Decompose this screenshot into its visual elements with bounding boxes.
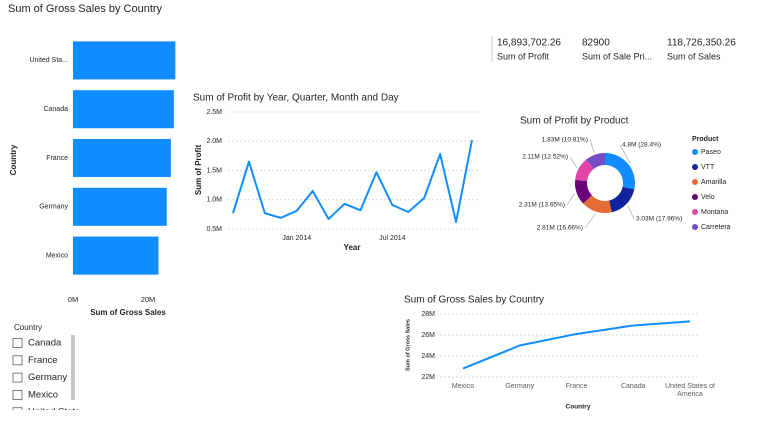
legend-label: VTT [701, 164, 715, 171]
card-value: 82900 [582, 38, 610, 49]
chart-title: Sum of Gross Sales by Country [8, 3, 163, 15]
y-tick-label: 2.5M [206, 109, 222, 116]
donut-slice [575, 179, 592, 204]
bar [73, 41, 176, 80]
scrollbar[interactable] [71, 335, 75, 400]
slicer-title: Country [14, 323, 42, 332]
card-value: 16,893,702.26 [497, 38, 561, 49]
y-axis-title: Country [9, 144, 18, 175]
x-tick-label: 0M [68, 295, 78, 304]
donut-slice [586, 153, 605, 170]
checkbox[interactable] [12, 355, 23, 366]
donut-slice [583, 195, 612, 213]
y-tick-label: 1.5M [206, 167, 222, 174]
data-label: 1.83M (10.81%) [542, 137, 588, 144]
leader-line [569, 156, 578, 168]
data-label: 3.03M (17.96%) [636, 216, 682, 223]
y-tick-label: 0.5M [206, 226, 222, 233]
leader-line [589, 139, 595, 153]
x-tick-label-box: United States of America [665, 383, 715, 398]
x-tick-label: Canada [620, 383, 646, 390]
x-tick-label-box: France [565, 383, 588, 390]
leader-line [619, 144, 631, 164]
chart-title: Sum of Profit by Year, Quarter, Month an… [193, 93, 399, 104]
y-axis-title: Sum of Profit [194, 145, 203, 196]
legend-title: Product [692, 136, 719, 143]
data-label: 2.11M (12.52%) [522, 154, 568, 161]
slicer-item[interactable]: Germany [28, 372, 67, 383]
y-tick-label: 2.0M [206, 138, 222, 145]
legend-label: Carretera [701, 224, 731, 231]
legend-swatch [692, 179, 698, 185]
y-tick-label: 24M [421, 353, 435, 360]
x-tick-label: United States of America [665, 383, 715, 398]
slicer-item[interactable]: Mexico [28, 389, 58, 400]
legend-swatch [692, 224, 698, 230]
legend-swatch [692, 164, 698, 170]
legend-label: Velo [701, 194, 715, 201]
slicer-item[interactable]: United States of America [28, 407, 133, 418]
y-tick-label: Mexico [46, 252, 68, 259]
chart-title: Sum of Gross Sales by Country [404, 295, 544, 306]
card-value: 118,726,350.26 [667, 38, 736, 49]
bar [73, 90, 174, 129]
leader-line [584, 213, 596, 229]
checkbox[interactable] [12, 372, 23, 383]
x-tick-label-box: Germany [505, 383, 535, 390]
donut-slice [605, 153, 635, 190]
y-tick-label: 22M [421, 374, 435, 381]
y-tick-label: 28M [421, 311, 435, 318]
data-label: 2.81M (16.66%) [537, 225, 583, 232]
checkbox[interactable] [12, 389, 23, 400]
x-axis-title: Country [566, 404, 591, 411]
y-tick-label: Canada [43, 106, 68, 113]
card-label: Sum of Profit [497, 51, 550, 61]
y-axis-title: Sum of Gross Sales [405, 319, 411, 371]
y-tick-label: 26M [421, 332, 435, 339]
x-tick-label: Germany [505, 383, 535, 390]
line [462, 320, 691, 370]
y-tick-label: France [46, 155, 68, 162]
card-label: Sum of Sale Pri... [582, 51, 652, 61]
x-tick-label: France [565, 383, 588, 390]
checkbox[interactable] [12, 338, 23, 348]
x-tick-label-box: Canada [620, 383, 646, 390]
donut-slice [575, 159, 594, 182]
legend-label: Paseo [701, 149, 721, 156]
slicer-item[interactable]: France [28, 355, 58, 366]
y-tick-label: United Sta... [29, 57, 68, 64]
y-tick-label: Germany [39, 204, 68, 211]
donut-slice [609, 186, 635, 213]
x-tick-label: 20M [141, 295, 156, 304]
x-tick-label: Jan 2014 [282, 235, 311, 242]
legend-label: Amarilla [701, 179, 726, 186]
bar [73, 138, 171, 178]
legend-swatch [692, 194, 698, 200]
x-tick-label-box: Mexico [451, 383, 475, 390]
slicer-item[interactable]: Canada [28, 338, 62, 349]
x-tick-label: Mexico [451, 383, 475, 390]
bar [73, 236, 159, 275]
data-label: 2.31M (13.65%) [519, 202, 565, 209]
legend-swatch [692, 149, 698, 155]
y-tick-label: 1.0M [206, 197, 222, 204]
x-axis-title: Sum of Gross Sales [90, 308, 166, 317]
card-label: Sum of Sales [667, 51, 721, 61]
chart-title: Sum of Profit by Product [520, 116, 629, 127]
legend-label: Montana [701, 209, 728, 216]
slicer-list: Canada France Germany Mexico United States o… [12, 338, 133, 418]
x-axis-title: Year [344, 243, 361, 252]
bar [73, 187, 167, 226]
leader-line [627, 205, 635, 220]
line [232, 139, 473, 223]
legend-swatch [692, 209, 698, 215]
leader-line [566, 193, 575, 206]
checkbox[interactable] [12, 407, 23, 417]
x-tick-label: Jul 2014 [379, 235, 406, 242]
data-label: 4.8M (28.4%) [622, 142, 661, 149]
